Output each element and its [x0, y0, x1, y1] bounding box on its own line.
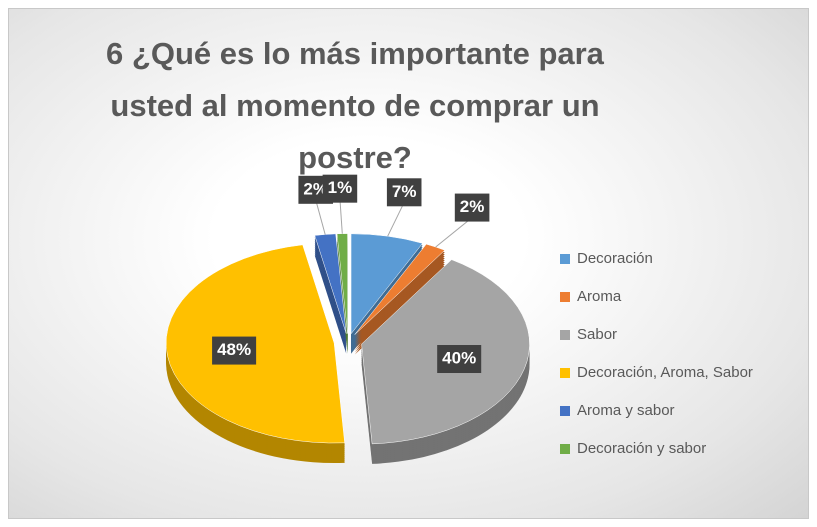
slice-side	[314, 243, 347, 344]
data-label-box	[437, 345, 482, 374]
legend-label: Decoración	[577, 250, 653, 267]
slice-side	[314, 253, 347, 354]
legend-swatch	[560, 254, 570, 264]
legend-swatch	[560, 368, 570, 378]
legend-swatch	[560, 406, 570, 416]
slice-side	[314, 239, 347, 340]
legend-label: Aroma y sabor	[577, 402, 675, 419]
chart-title: 6 ¿Qué es lo más importante para usted a…	[106, 36, 604, 175]
slice	[350, 233, 424, 335]
slice-side	[314, 245, 347, 346]
data-label: 7%	[386, 178, 422, 207]
legend-label: Decoración, Aroma, Sabor	[577, 364, 753, 381]
data-label-text: 7%	[392, 182, 417, 201]
slice-side	[314, 235, 347, 336]
slice-side	[314, 241, 347, 342]
slice	[354, 243, 446, 335]
slice-side	[314, 251, 347, 352]
leader-line	[387, 202, 405, 237]
legend-label: Aroma	[577, 288, 622, 305]
legend-swatch	[560, 444, 570, 454]
slice-side	[314, 237, 347, 338]
data-label-text: 40%	[442, 348, 476, 367]
leader-line	[315, 199, 326, 235]
data-label-text: 2%	[460, 197, 485, 216]
data-label-box	[386, 178, 422, 207]
data-label-text: 1%	[328, 178, 353, 197]
data-label-text: 48%	[217, 340, 251, 359]
data-label: 1%	[322, 174, 358, 203]
legend-swatch	[560, 330, 570, 340]
data-label-box	[212, 336, 257, 365]
data-label-box	[322, 174, 358, 203]
data-label: 2%	[454, 193, 490, 222]
data-label: 48%	[212, 336, 257, 365]
slice-side	[314, 249, 347, 350]
leader-line	[339, 198, 343, 234]
data-label-box	[454, 193, 490, 222]
slice	[314, 233, 347, 334]
slice-side	[314, 247, 347, 348]
legend-label: Sabor	[577, 326, 617, 343]
data-label: 40%	[437, 345, 482, 374]
legend-label: Decoración y sabor	[577, 440, 706, 457]
leader-line	[435, 217, 473, 248]
legend-swatch	[560, 292, 570, 302]
data-label-text: 2%	[303, 179, 328, 198]
